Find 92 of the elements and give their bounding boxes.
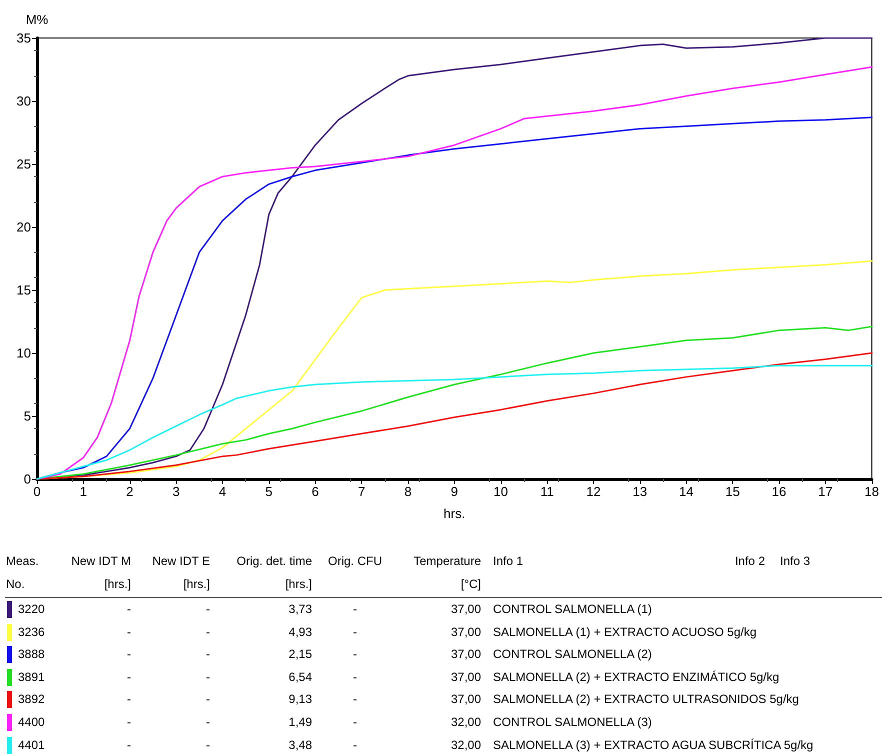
y-tick-label: 5: [24, 408, 31, 424]
text: New IDT M: [71, 554, 131, 568]
text: -: [353, 647, 357, 662]
text: [°C]: [460, 577, 481, 591]
text: Orig. CFU: [328, 554, 382, 568]
legend-label: 3888: [18, 647, 45, 662]
text: [hrs.]: [285, 577, 312, 591]
text: New IDT E: [152, 554, 210, 568]
legend-label: 3236: [18, 624, 45, 639]
x-tick-label: 7: [358, 484, 366, 499]
text: -: [206, 692, 210, 706]
text: SALMONELLA (3) + EXTRACTO AGUA SUBCRÍTICA 5g/kg: [493, 738, 814, 752]
text: 37,00: [450, 624, 481, 639]
y-tick-label: 30: [16, 94, 31, 108]
text: 32,00: [450, 715, 481, 729]
text: -: [353, 715, 357, 729]
x-tick-label: 18: [864, 484, 880, 499]
text: Meas.: [6, 554, 39, 568]
x-tick-label: 13: [632, 484, 648, 499]
text: -: [206, 647, 210, 662]
x-tick-label: 16: [772, 484, 786, 499]
text: 4,93: [288, 624, 312, 639]
x-tick-label: 6: [312, 484, 319, 499]
legend-label: 3220: [18, 602, 45, 616]
y-axis-title: M%: [26, 12, 49, 27]
text: 3,48: [288, 738, 312, 752]
text: SALMONELLA (2) + EXTRACTO ENZIMÁTICO 5g/kg: [493, 670, 780, 684]
text: 2,15: [288, 647, 312, 662]
text: -: [353, 692, 357, 706]
text: 37,00: [450, 670, 481, 684]
text: -: [127, 738, 131, 752]
x-tick-label: 14: [679, 484, 694, 499]
text: Info 2: [734, 554, 765, 568]
text: CONTROL SALMONELLA (2): [493, 647, 652, 662]
text: -: [206, 670, 210, 684]
text: 9,13: [288, 692, 312, 706]
text: Temperature: [414, 554, 481, 568]
text: [hrs.]: [104, 577, 131, 591]
text: Info 1: [493, 554, 524, 568]
legend-label: 3891: [18, 670, 45, 684]
text: -: [127, 715, 131, 729]
x-tick-label: 1: [80, 484, 87, 499]
text: -: [206, 602, 210, 616]
text: SALMONELLA (1) + EXTRACTO ACUOSO 5g/kg: [493, 624, 757, 639]
text: Orig. det. time: [236, 554, 312, 568]
x-tick-label: 0: [33, 484, 41, 499]
text: CONTROL SALMONELLA (3): [493, 715, 652, 729]
y-tick-label: 35: [16, 30, 31, 46]
text: 37,00: [450, 647, 481, 662]
text: 37,00: [450, 602, 481, 616]
x-tick-label: 8: [404, 484, 412, 499]
x-axis-title: hrs.: [444, 506, 466, 521]
x-tick-label: 15: [725, 484, 740, 499]
text: CONTROL SALMONELLA (1): [493, 602, 652, 616]
text: No.: [6, 577, 25, 591]
text: 37,00: [450, 692, 481, 706]
x-tick-label: 4: [218, 484, 226, 499]
x-tick-label: 12: [586, 484, 601, 499]
text: 6,54: [288, 670, 312, 684]
text: SALMONELLA (2) + EXTRACTO ULTRASONIDOS 5g/kg: [493, 692, 799, 706]
x-tick-label: 2: [126, 484, 134, 499]
y-tick-label: 10: [16, 346, 31, 360]
text: -: [353, 738, 357, 752]
legend-label: 4401: [18, 738, 45, 752]
x-tick-label: 10: [494, 484, 508, 499]
text: -: [353, 624, 357, 639]
x-tick-label: 5: [265, 484, 272, 499]
text: -: [127, 647, 131, 662]
text: -: [206, 738, 210, 752]
text: 32,00: [450, 738, 481, 752]
text: -: [127, 602, 131, 616]
text: -: [127, 670, 131, 684]
text: [hrs.]: [183, 577, 210, 591]
x-tick-label: 11: [540, 484, 554, 499]
y-tick-label: 0: [24, 472, 31, 486]
text: 1,49: [288, 715, 312, 729]
x-tick-label: 9: [450, 484, 458, 499]
text: -: [127, 692, 131, 706]
text: Info 3: [780, 554, 810, 568]
text: -: [353, 602, 357, 616]
text: -: [353, 670, 357, 684]
y-tick-label: 25: [16, 156, 31, 172]
text: -: [206, 715, 210, 729]
x-tick-label: 17: [818, 484, 833, 499]
legend-label: 3892: [18, 692, 45, 706]
text: -: [206, 624, 210, 639]
y-tick-label: 20: [16, 220, 31, 234]
text: -: [127, 624, 131, 639]
y-tick-label: 15: [16, 282, 31, 298]
x-tick-label: 3: [172, 484, 180, 499]
legend-label: 4400: [18, 715, 45, 729]
text: 3,73: [288, 602, 312, 616]
